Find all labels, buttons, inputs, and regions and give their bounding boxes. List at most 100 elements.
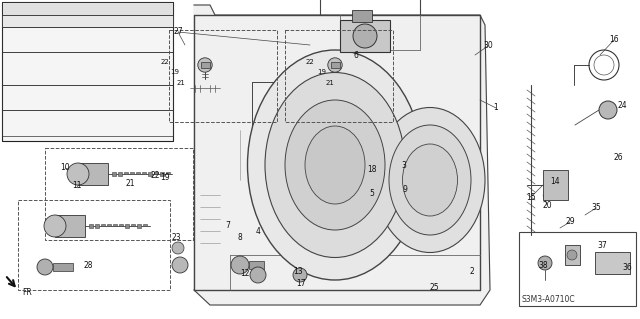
Ellipse shape	[265, 72, 405, 257]
Bar	[2, 110, 173, 136]
Text: 3: 3	[401, 160, 406, 169]
Text: 22: 22	[150, 170, 160, 180]
Bar	[18, 200, 170, 290]
Circle shape	[293, 268, 307, 282]
Bar	[137, 224, 141, 228]
Circle shape	[172, 257, 188, 273]
Text: REF.NO 11  QTY =2: REF.NO 11 QTY =2	[53, 77, 111, 82]
Text: FR: FR	[22, 288, 32, 297]
Bar	[136, 172, 140, 174]
Text: 19: 19	[317, 69, 326, 75]
Bar	[112, 172, 116, 176]
Bar	[124, 172, 128, 174]
Text: 8: 8	[237, 234, 243, 242]
Text: 36: 36	[622, 263, 632, 272]
Bar	[200, 62, 209, 68]
Bar	[160, 172, 164, 176]
Bar	[352, 10, 372, 22]
Circle shape	[172, 242, 184, 254]
Bar	[95, 224, 99, 228]
Circle shape	[538, 256, 552, 270]
Text: 7: 7	[225, 220, 230, 229]
Bar	[2, 27, 173, 52]
Circle shape	[567, 250, 577, 260]
Bar	[45, 148, 193, 240]
Bar	[101, 224, 105, 226]
Bar	[2, 52, 173, 85]
Circle shape	[328, 58, 342, 72]
Text: 2: 2	[470, 268, 474, 277]
Text: 22: 22	[306, 59, 314, 65]
Text: 17: 17	[296, 278, 306, 287]
Bar	[78, 163, 108, 185]
Bar	[249, 261, 264, 269]
Circle shape	[231, 256, 249, 274]
Text: REF NO.8   QTY =1: REF NO.8 QTY =1	[53, 55, 109, 60]
Text: 5: 5	[369, 189, 374, 197]
Text: 4: 4	[255, 227, 260, 236]
Bar	[130, 172, 134, 174]
Bar	[595, 252, 630, 274]
Text: 19: 19	[170, 69, 179, 75]
Bar	[2, 2, 173, 141]
Circle shape	[353, 24, 377, 48]
Text: REF NO 6    QTY =1: REF NO 6 QTY =1	[53, 31, 111, 36]
Circle shape	[198, 58, 212, 72]
Text: 14: 14	[550, 177, 560, 187]
Text: 18: 18	[367, 166, 377, 174]
Text: 38: 38	[538, 261, 548, 270]
Bar	[2, 15, 173, 27]
Text: 21: 21	[125, 179, 135, 188]
Text: 32: 32	[20, 64, 32, 73]
Text: 27: 27	[173, 27, 183, 36]
Bar	[107, 224, 111, 226]
Bar	[131, 224, 135, 226]
Bar	[330, 62, 339, 68]
Text: REF NO.8   QTY =1: REF NO.8 QTY =1	[53, 89, 109, 94]
Text: 26: 26	[613, 153, 623, 162]
Text: 19: 19	[160, 174, 170, 182]
Text: 12: 12	[240, 270, 250, 278]
Text: 30: 30	[483, 41, 493, 50]
Bar	[55, 215, 85, 237]
Bar	[166, 172, 170, 174]
Bar	[543, 170, 568, 200]
Circle shape	[37, 259, 53, 275]
Text: 16: 16	[609, 35, 619, 44]
Text: 31: 31	[20, 35, 32, 44]
Bar	[154, 172, 158, 174]
Bar	[148, 172, 152, 176]
Text: REF NO 10   QTY =1: REF NO 10 QTY =1	[53, 66, 113, 71]
Bar	[565, 245, 580, 265]
Text: 20: 20	[542, 201, 552, 210]
Bar	[169, 30, 277, 122]
Text: 35: 35	[591, 204, 601, 212]
Text: 13: 13	[293, 268, 303, 277]
Text: 9: 9	[403, 186, 408, 195]
Text: 11: 11	[72, 181, 82, 189]
Ellipse shape	[375, 108, 485, 253]
Bar	[125, 224, 129, 228]
Ellipse shape	[248, 50, 422, 280]
Bar	[142, 172, 146, 174]
Text: 37: 37	[597, 241, 607, 249]
Text: SERVICE  PARTS: SERVICE PARTS	[51, 4, 124, 13]
Text: 10: 10	[60, 164, 70, 173]
Text: SET: SET	[104, 18, 119, 24]
Ellipse shape	[305, 126, 365, 204]
Circle shape	[599, 101, 617, 119]
Text: 1: 1	[493, 103, 499, 113]
Bar	[113, 224, 117, 226]
Circle shape	[67, 163, 89, 185]
Text: 24: 24	[617, 100, 627, 109]
Ellipse shape	[285, 100, 385, 230]
Bar	[143, 224, 147, 226]
Text: REF.NO.11   QTY =1: REF.NO.11 QTY =1	[53, 101, 113, 106]
Ellipse shape	[403, 144, 458, 216]
Bar	[53, 263, 73, 271]
Text: REF.NO 7   QTY =1: REF.NO 7 QTY =1	[53, 114, 109, 119]
Text: S3M3-A0710C: S3M3-A0710C	[522, 295, 575, 305]
Circle shape	[44, 215, 66, 237]
Text: 15: 15	[526, 192, 536, 202]
Bar	[285, 30, 393, 122]
